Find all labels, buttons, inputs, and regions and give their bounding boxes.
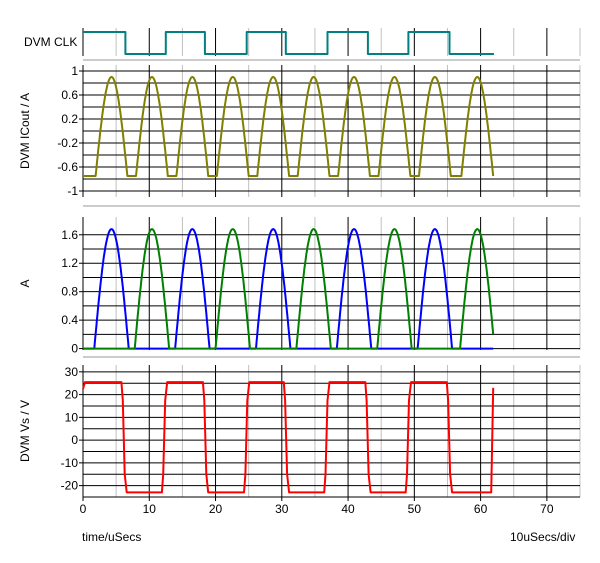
y-axis-label: A: [18, 279, 32, 287]
x-tick-label: 70: [540, 502, 554, 516]
x-scale-label: 10uSecs/div: [510, 530, 576, 544]
x-tick-label: 10: [143, 502, 157, 516]
series-trace: [82, 228, 495, 350]
y-tick-label: 0: [71, 342, 78, 356]
digital-trace-label: DVM CLK: [24, 35, 77, 49]
y-tick-label: 0.2: [61, 112, 78, 126]
y-axis-label: DVM Vs / V: [18, 400, 32, 462]
y-tick-label: 0.8: [61, 285, 78, 299]
y-tick-label: 1.6: [61, 228, 78, 242]
x-tick-label: 40: [341, 502, 355, 516]
x-tick-label: 60: [474, 502, 488, 516]
y-tick-label: 20: [65, 388, 79, 402]
y-axis-label: DVM ICout / A: [18, 93, 32, 169]
clk-trace: [83, 31, 494, 55]
y-tick-label: -0.2: [57, 136, 78, 150]
y-tick-label: 10: [65, 410, 79, 424]
y-tick-label: 1.2: [61, 256, 78, 270]
y-tick-label: 30: [65, 365, 79, 379]
y-tick-label: 0.6: [61, 88, 78, 102]
series-trace: [82, 381, 495, 494]
series-trace: [82, 76, 495, 177]
x-axis-label: time/uSecs: [82, 530, 142, 544]
x-tick-label: 0: [80, 502, 87, 516]
y-tick-label: -10: [61, 456, 79, 470]
y-tick-label: 1: [71, 64, 78, 78]
x-tick-label: 50: [408, 502, 422, 516]
y-tick-label: 0.4: [61, 313, 78, 327]
y-tick-label: 0: [71, 433, 78, 447]
y-tick-label: -0.6: [57, 160, 78, 174]
x-tick-label: 20: [209, 502, 223, 516]
y-tick-label: -20: [61, 479, 79, 493]
y-tick-label: -1: [67, 184, 78, 198]
x-tick-label: 30: [275, 502, 289, 516]
series-trace: [82, 228, 494, 350]
